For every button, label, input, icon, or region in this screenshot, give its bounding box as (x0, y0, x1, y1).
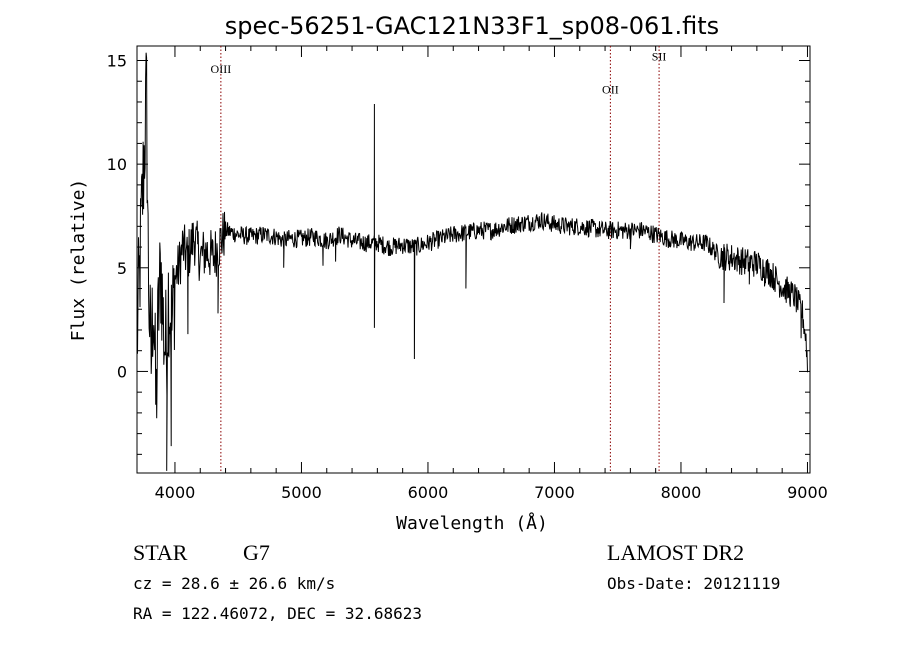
x-tick-label: 6000 (408, 483, 449, 502)
y-tick-label: 0 (117, 362, 127, 381)
x-tick-label: 9000 (787, 483, 828, 502)
observation-date: Obs-Date: 20121119 (607, 574, 780, 593)
line-label-oiii: OIII (211, 62, 232, 76)
plot-frame (136, 45, 811, 474)
y-tick-label: 15 (107, 52, 127, 71)
x-axis-label: Wavelength (Å) (396, 512, 548, 534)
axis-tick-labels: 4000 5000 6000 7000 8000 9000 0 5 10 15 (107, 52, 828, 502)
redshift-cz: cz = 28.6 ± 26.6 km/s (133, 574, 335, 593)
x-tick-label: 8000 (661, 483, 702, 502)
axis-ticks (137, 46, 810, 473)
emission-line-markers: OIII OII SII (211, 46, 667, 473)
object-subclass: G7 (243, 540, 270, 565)
x-tick-label: 7000 (534, 483, 575, 502)
y-axis-label: Flux (relative) (68, 179, 89, 342)
line-label-sii: SII (652, 50, 667, 64)
y-tick-label: 5 (117, 259, 127, 278)
ra-dec: RA = 122.46072, DEC = 32.68623 (133, 604, 422, 623)
line-label-oii: OII (602, 83, 619, 97)
spectrum-line (136, 52, 808, 471)
x-tick-label: 4000 (155, 483, 196, 502)
survey-name: LAMOST DR2 (607, 540, 744, 565)
footer-info: STAR G7 cz = 28.6 ± 26.6 km/s RA = 122.4… (133, 540, 780, 623)
object-class: STAR (133, 540, 188, 565)
chart-title: spec-56251-GAC121N33F1_sp08-061.fits (225, 12, 719, 40)
x-tick-label: 5000 (281, 483, 322, 502)
y-tick-label: 10 (107, 155, 127, 174)
